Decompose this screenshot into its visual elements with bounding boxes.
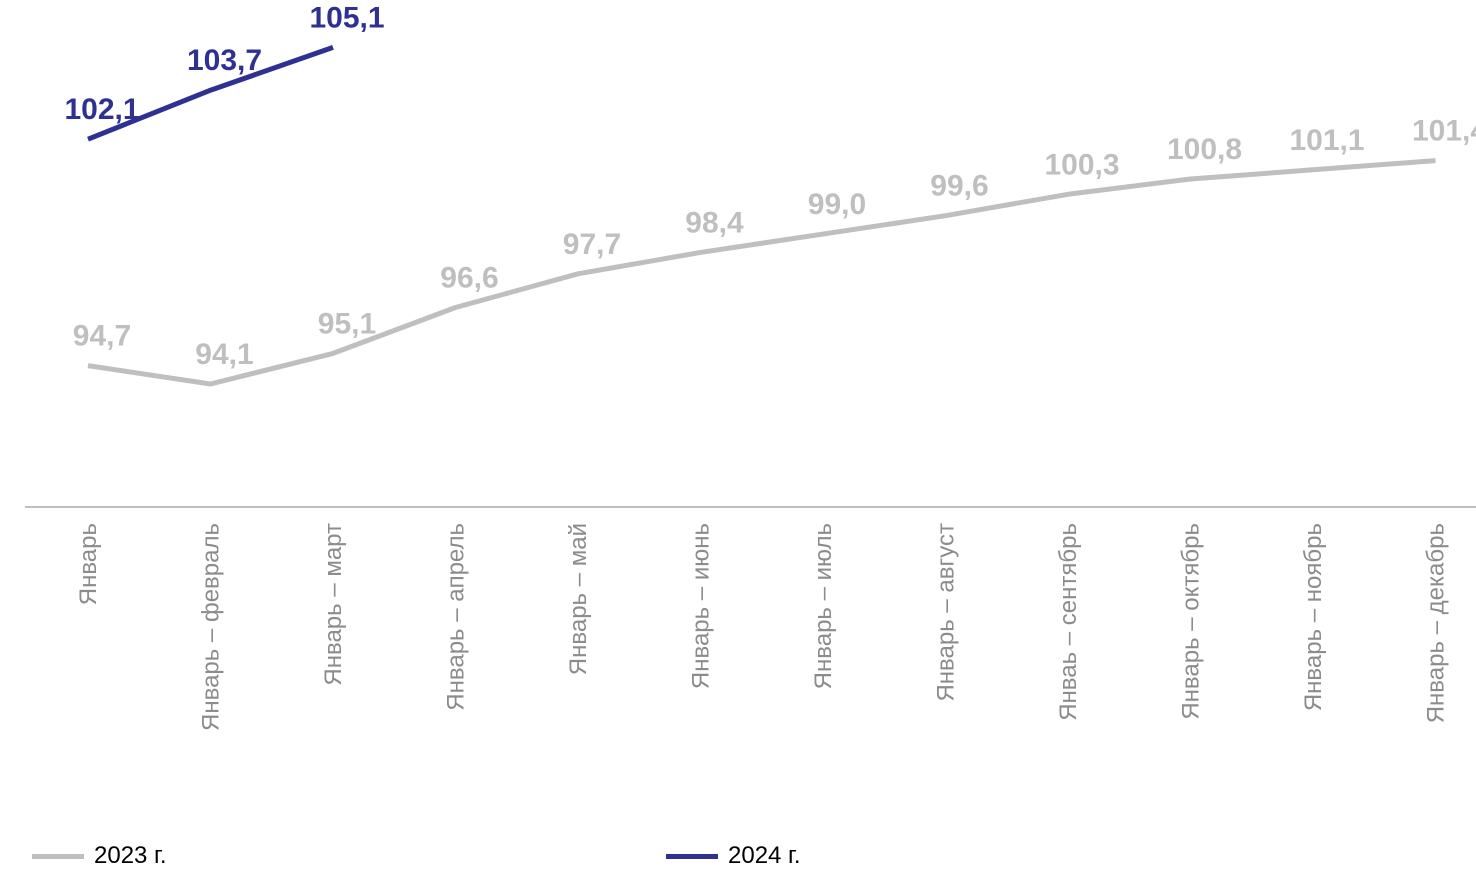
x-tick-label: Январь – май (565, 523, 592, 675)
legend-label-2024: 2024 г. (728, 842, 801, 869)
x-tick-label: Январь – июль (810, 523, 837, 689)
data-label: 103,7 (187, 44, 262, 77)
data-label: 100,8 (1167, 133, 1242, 166)
data-label: 94,7 (73, 320, 131, 353)
x-tick-label: Январь – ноябрь (1300, 523, 1327, 711)
legend-label-2023: 2023 г. (94, 842, 167, 869)
data-label: 105,1 (309, 1, 384, 34)
x-tick-label: Январь – октябрь (1178, 523, 1205, 720)
legend-swatch-2023 (32, 853, 84, 859)
legend-swatch-2024 (666, 853, 718, 859)
data-labels-layer: 94,7 94,1 95,1 96,6 97,7 98,4 99,0 99,6 100,3 100… (64, 1, 1476, 371)
x-tick-labels: Январь Январь – февраль Январь – март Январ… (75, 523, 1450, 731)
data-label: 99,6 (930, 170, 988, 203)
x-tick-label: Январь – март (320, 523, 347, 686)
x-tick-label: Январь – июнь (688, 523, 715, 689)
x-tick-label: Январь – апрель (443, 523, 470, 711)
data-label: 101,4 (1412, 115, 1476, 148)
series-layer (87, 45, 1436, 387)
legend-item-2024: 2024 г. (666, 842, 801, 870)
data-label: 99,0 (808, 188, 866, 221)
data-label: 94,1 (195, 338, 253, 371)
data-label: 100,3 (1044, 148, 1119, 181)
data-label: 96,6 (440, 262, 498, 295)
data-label: 102,1 (64, 93, 139, 126)
series-line-2024 (87, 45, 334, 142)
x-tick-label: Янваь – сентябрь (1055, 523, 1082, 721)
x-tick-label: Январь – февраль (198, 523, 225, 731)
x-tick-label: Январь (75, 523, 102, 605)
x-tick-label: Январь – август (933, 523, 960, 702)
data-label: 101,1 (1289, 124, 1364, 157)
legend-item-2023: 2023 г. (32, 842, 167, 870)
data-label: 98,4 (685, 206, 744, 239)
x-tick-label: Январь – декабрь (1423, 523, 1450, 723)
data-label: 97,7 (563, 228, 621, 261)
series-line-2023 (87, 158, 1436, 387)
data-label: 95,1 (318, 307, 376, 340)
